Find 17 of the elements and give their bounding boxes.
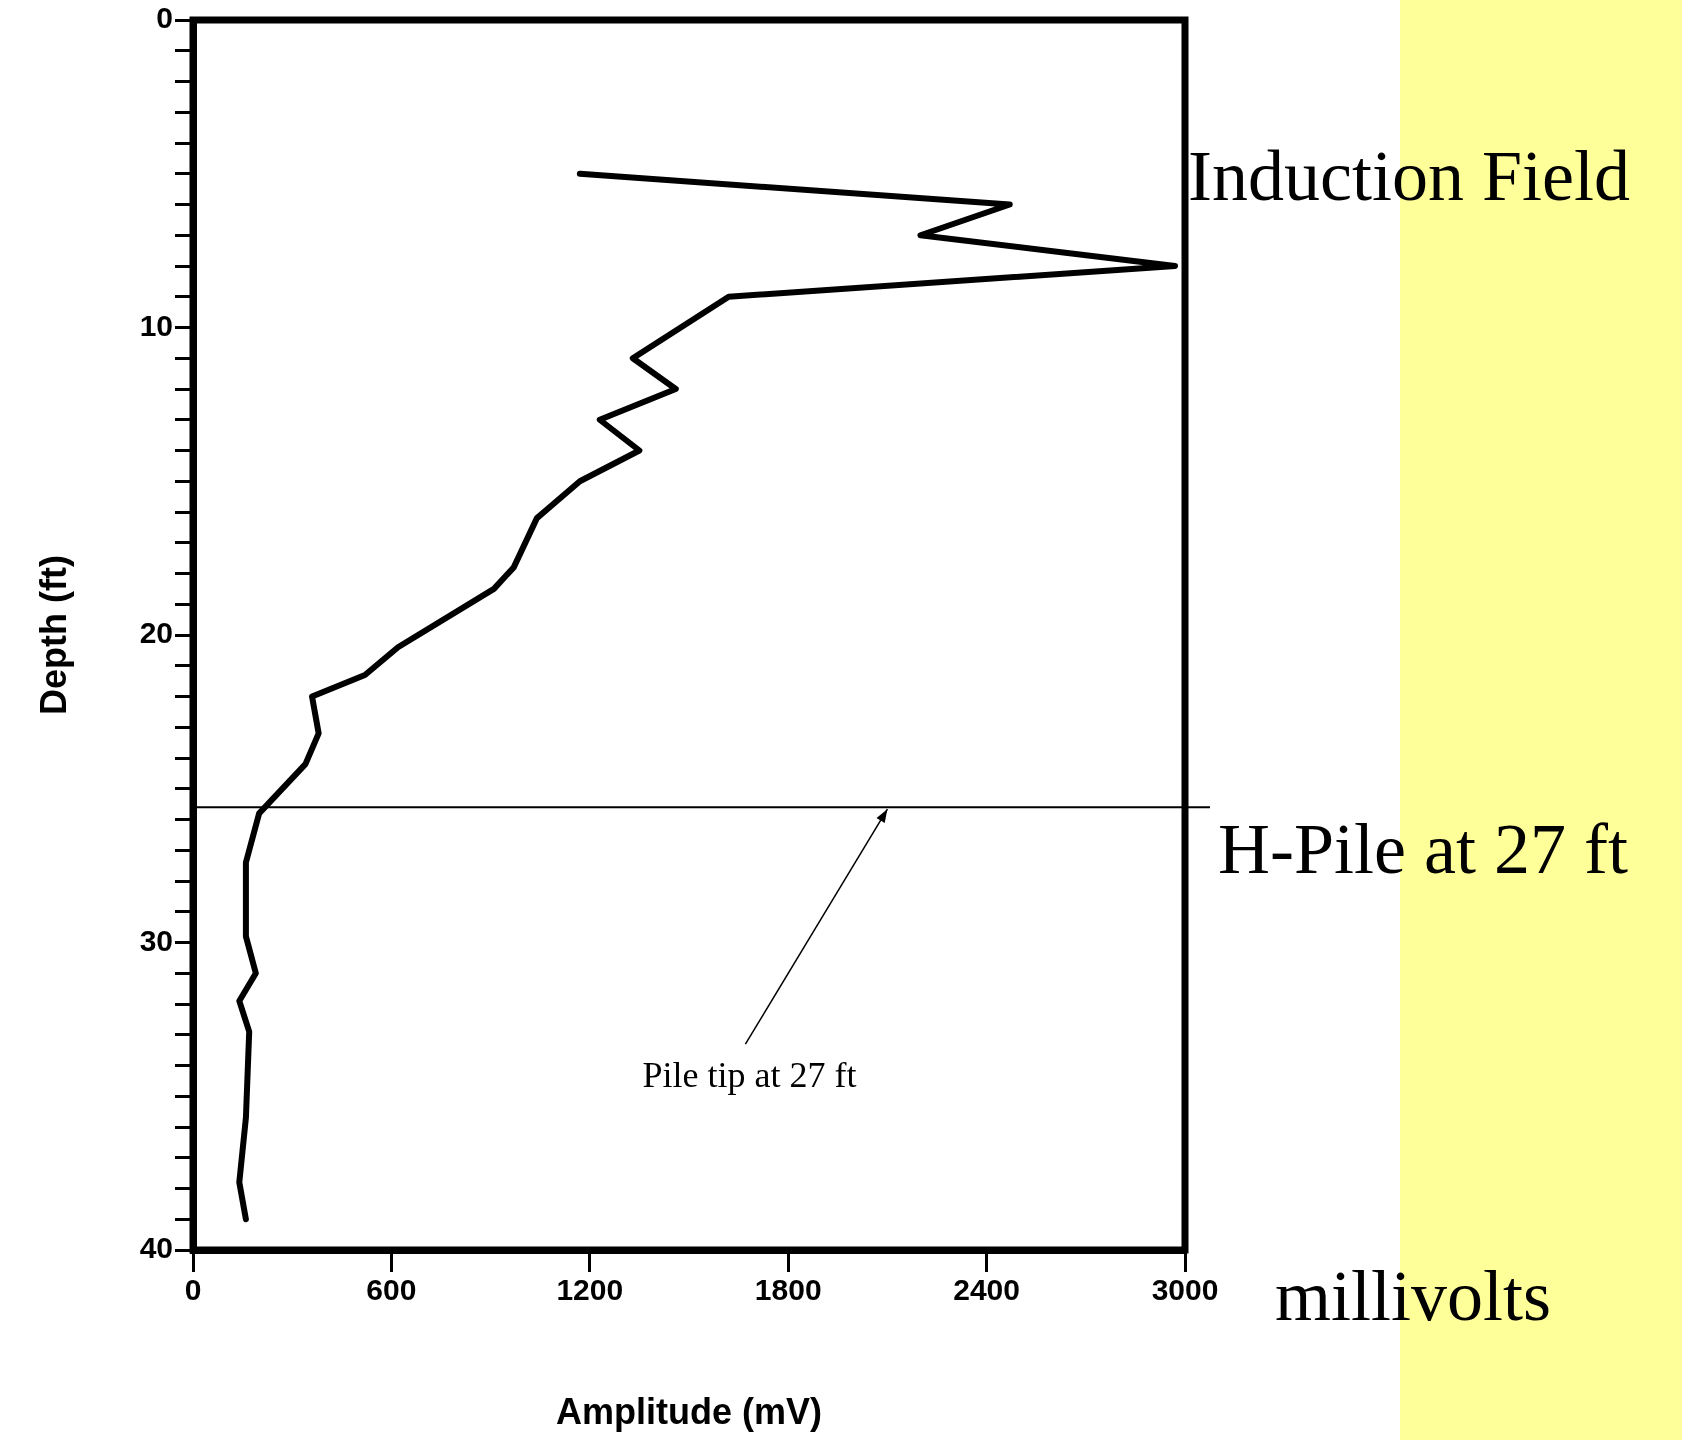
x-axis-title: Amplitude (mV): [556, 1391, 822, 1433]
text: Induction Field: [1188, 136, 1630, 216]
y-tick-label: 10: [139, 308, 173, 342]
x-tick-label: 1200: [556, 1273, 624, 1307]
y-axis-title: Depth (ft): [32, 555, 74, 715]
x-tick-label: 600: [366, 1273, 417, 1307]
text: H-Pile at 27 ft: [1218, 809, 1628, 889]
y-tick-label: 40: [139, 1231, 173, 1265]
annotation: Pile tip at 27 ft: [642, 1055, 857, 1096]
text: millivolts: [1275, 1256, 1552, 1336]
x-tick-label: 3000: [1151, 1273, 1219, 1307]
y-tick-label: 20: [139, 616, 173, 650]
x-tick-label: 2400: [953, 1273, 1020, 1307]
x-tick-label: 0: [184, 1273, 202, 1307]
y-tick-label: 30: [139, 923, 173, 957]
x-tick-label: 1800: [754, 1273, 822, 1307]
y-tick-label: 0: [156, 1, 173, 35]
